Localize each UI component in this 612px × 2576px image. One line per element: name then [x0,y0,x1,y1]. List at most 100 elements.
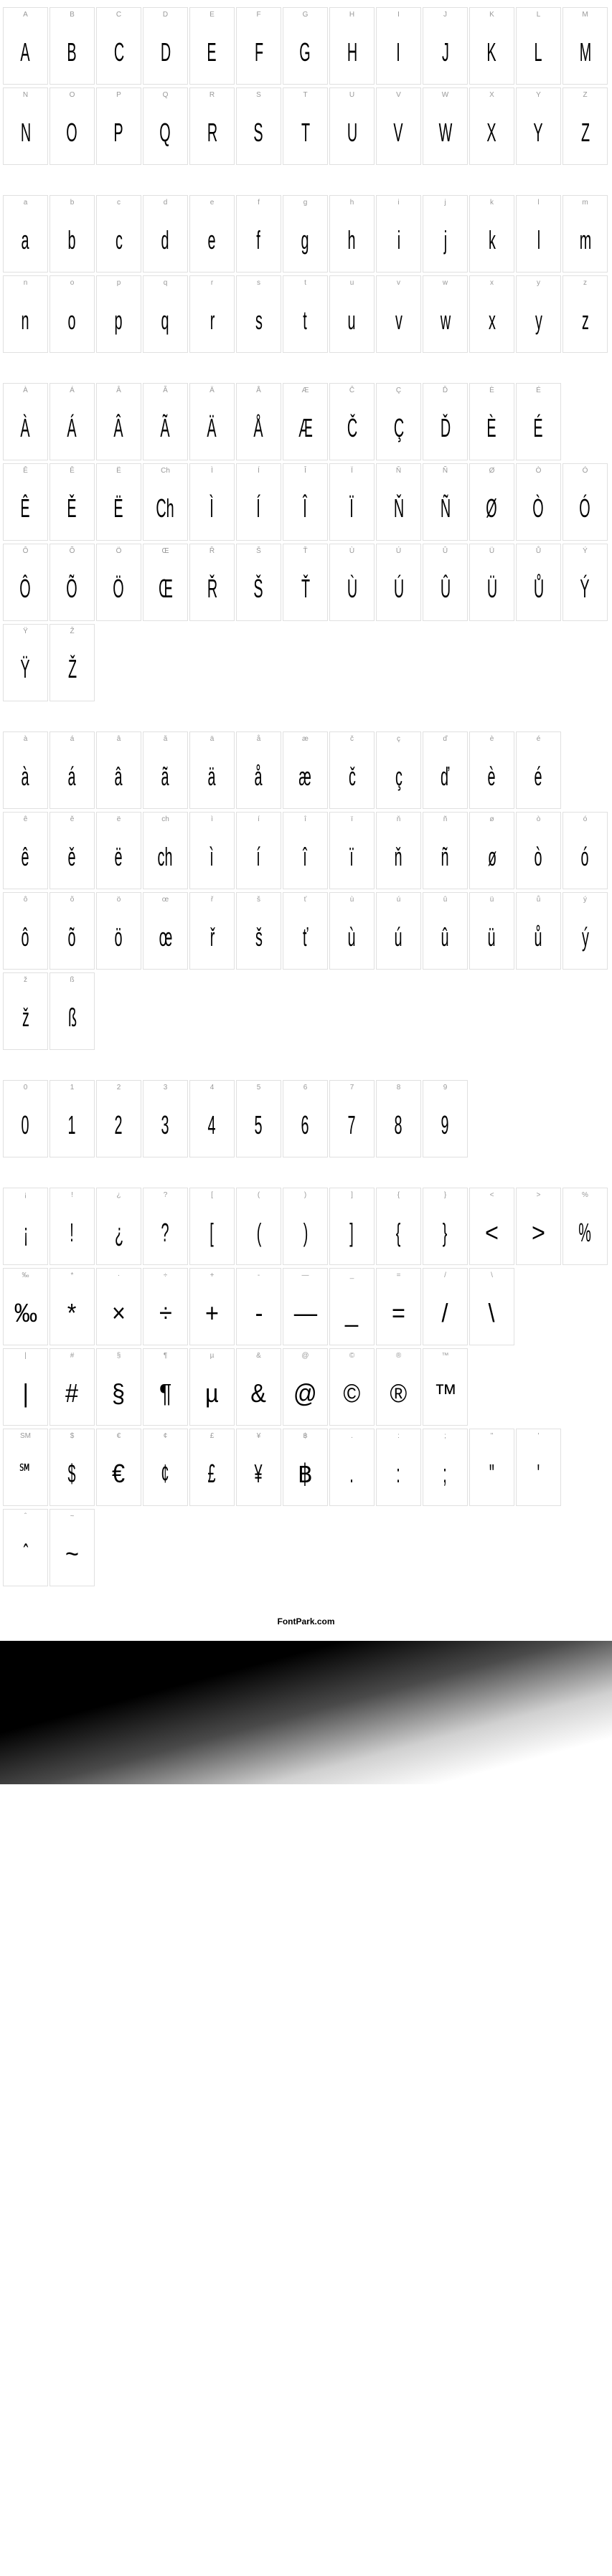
glyph-label: t [304,279,306,289]
glyph-cell: II [376,7,421,85]
glyph-character: è [488,745,496,808]
glyph-cell: gg [283,195,328,273]
glyph-label: 9 [443,1084,448,1094]
glyph-label: f [258,199,260,209]
glyph-character: j [443,209,446,272]
glyph-character: ö [115,906,123,969]
glyph-character: m [579,209,591,272]
glyph-character: F [254,21,263,84]
glyph-cell: xx [469,275,514,353]
glyph-label: š [257,896,260,906]
glyph-label: č [350,735,354,745]
glyph-character: û [441,906,449,969]
glyph-label: e [210,199,215,209]
glyph-cell: ©© [329,1348,375,1426]
glyph-label: ) [304,1191,306,1201]
glyph-cell: '' [516,1429,561,1506]
glyph-cell: öö [96,892,141,970]
glyph-character: Ď [440,397,450,460]
glyph-label: ú [397,896,401,906]
glyph-character: Ñ [440,477,450,540]
glyph-cell: ÄÄ [189,383,235,460]
glyph-character: y [535,289,542,352]
glyph-label: z [583,279,587,289]
glyph-character: € [112,1442,125,1505]
glyph-cell: éé [516,731,561,809]
glyph-cell: ÕÕ [50,544,95,621]
glyph-character: p [115,289,123,352]
glyph-character: ý [582,906,589,969]
glyph-label: Ú [396,547,401,557]
glyph-cell: ČČ [329,383,375,460]
glyph-label: b [70,199,75,209]
glyph-cell: µµ [189,1348,235,1426]
glyph-character: i [397,209,400,272]
glyph-label: Å [256,387,261,397]
glyph-section: ààááââããääååææččççďďèèééêêěěëëchchììííîî… [3,731,609,1051]
glyph-label: è [490,735,494,745]
glyph-label: û [443,896,448,906]
glyph-cell: "" [469,1429,514,1506]
glyph-character: S [254,101,263,164]
glyph-character: č [349,745,356,808]
glyph-label: g [303,199,308,209]
glyph-label: m [582,199,588,209]
glyph-character: ô [22,906,29,969]
glyph-label: < [490,1191,494,1201]
glyph-character: " [489,1442,494,1505]
glyph-label: ù [350,896,354,906]
glyph-character: í [257,825,261,889]
glyph-cell: @@ [283,1348,328,1426]
glyph-character: Ó [580,477,590,540]
glyph-character: 9 [441,1094,449,1157]
glyph-label: ì [211,815,213,825]
glyph-cell: óó [562,812,608,889]
glyph-label: å [257,735,261,745]
glyph-label: 0 [24,1084,28,1094]
glyph-label: ¢ [164,1432,168,1442]
glyph-label: ˆ [24,1512,27,1523]
glyph-character: ) [303,1201,308,1264]
glyph-label: Ã [163,387,168,397]
glyph-cell: && [236,1348,281,1426]
glyph-label: ý [583,896,587,906]
glyph-cell: 33 [143,1080,188,1157]
glyph-cell: DD [143,7,188,85]
glyph-character: $ [68,1442,76,1505]
glyph-character: à [22,745,29,808]
glyph-character: # [65,1362,78,1425]
glyph-character: Ú [393,557,403,620]
glyph-label: Ì [211,467,213,477]
glyph-cell: ZZ [562,87,608,165]
glyph-label: à [24,735,28,745]
glyph-cell: ChCh [143,463,188,541]
glyph-character: Ë [114,477,123,540]
glyph-character: Ö [113,557,124,620]
glyph-section: ¡¡!!¿¿??[[(())]]{{}}<<>>%%‰‰**·×÷÷++--——… [3,1188,609,1588]
glyph-cell: ÁÁ [50,383,95,460]
glyph-character: Ý [580,557,590,620]
glyph-cell: ¶¶ [143,1348,188,1426]
glyph-cell: ää [189,731,235,809]
glyph-cell: ÝÝ [562,544,608,621]
glyph-label: ¿ [116,1191,121,1201]
glyph-character: . [350,1442,354,1505]
glyph-label: ň [397,815,401,825]
glyph-character: v [395,289,402,352]
glyph-label: · [118,1272,120,1282]
glyph-character: ř [210,906,215,969]
glyph-label: Ÿ [23,628,28,638]
glyph-label: i [397,199,399,209]
glyph-cell: ťť [283,892,328,970]
glyph-character: ¥ [255,1442,263,1505]
glyph-label: ö [117,896,121,906]
glyph-cell: ÷÷ [143,1268,188,1345]
glyph-cell: ÈÈ [469,383,514,460]
glyph-cell: 44 [189,1080,235,1157]
glyph-label: = [397,1272,401,1282]
glyph-character: - [255,1282,263,1345]
glyph-character: ? [161,1201,169,1264]
glyph-cell: òò [516,812,561,889]
glyph-label: a [24,199,28,209]
glyph-label: @ [301,1352,309,1362]
